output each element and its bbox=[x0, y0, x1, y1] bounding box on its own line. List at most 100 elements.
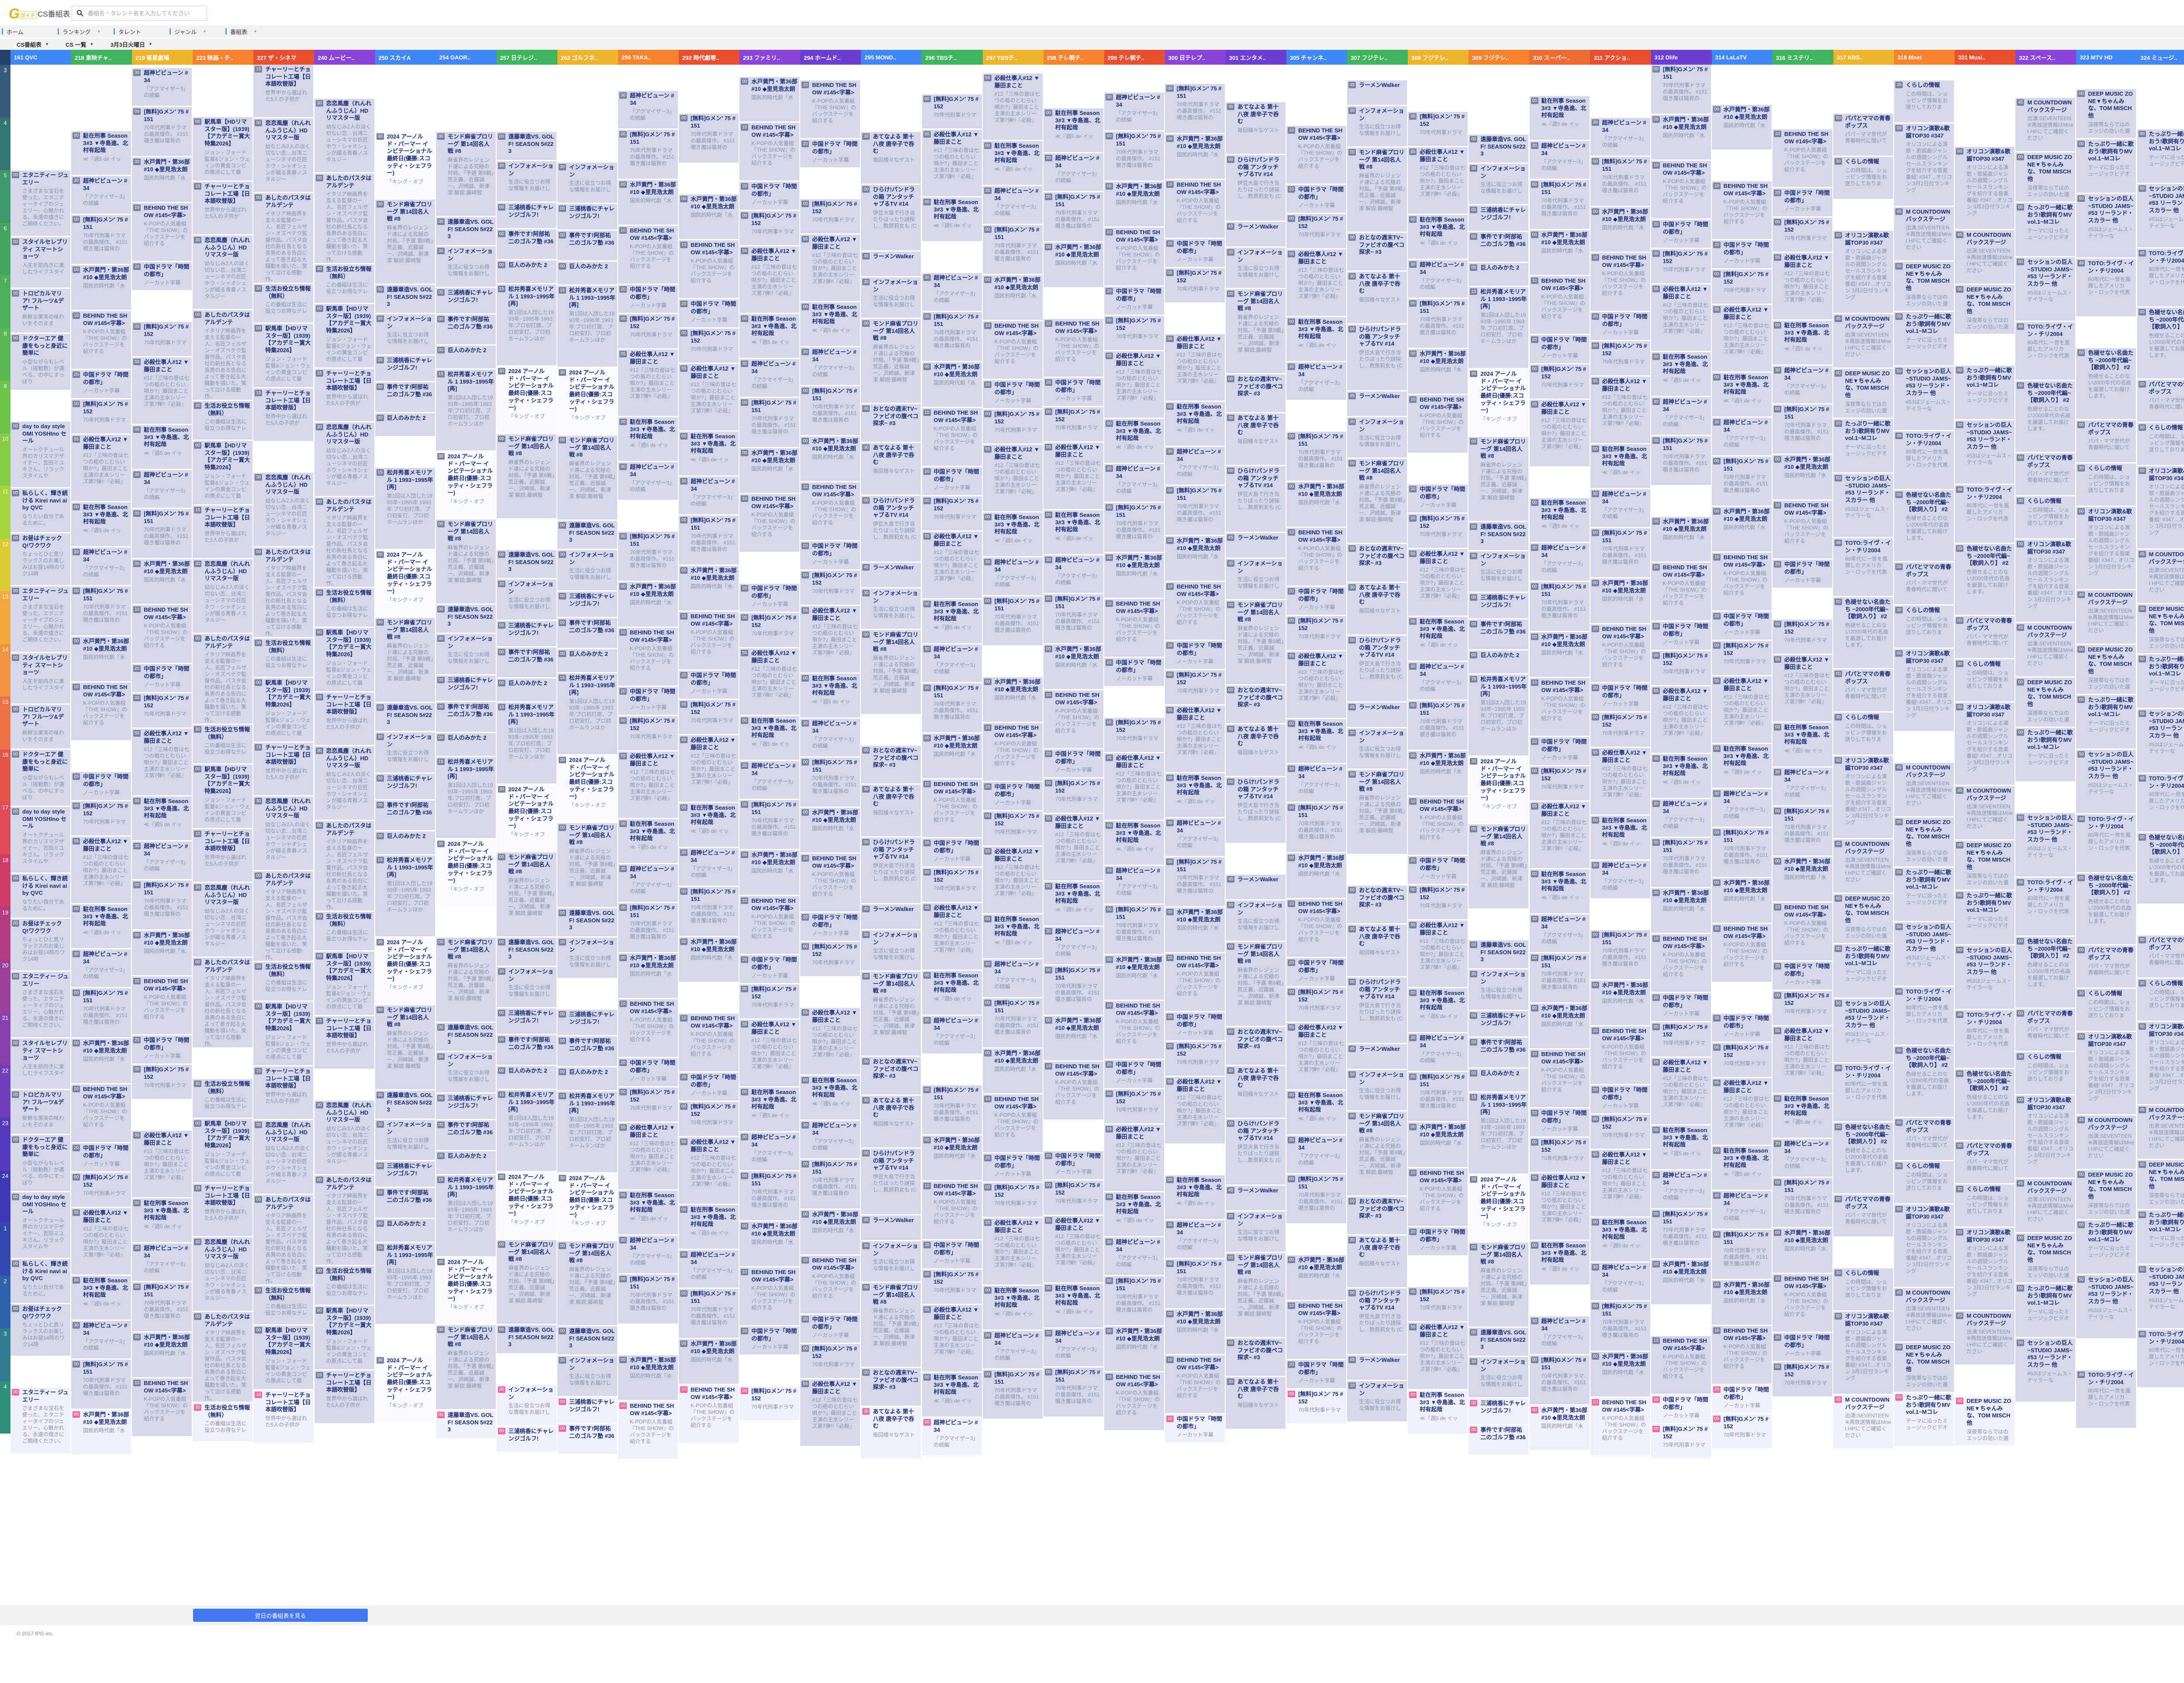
nav-item-listings[interactable]: 番組表 ▼ bbox=[224, 25, 280, 38]
program-card[interactable]: 00 駐在刑事 Season3#3 ▼寺島進、北村有起哉 ≪『週5 de イッ bbox=[922, 971, 982, 1015]
program-card[interactable]: 10 BEHIND THE SHOW #145<字幕> K-POPの人気番組『THE… bbox=[618, 628, 678, 686]
program-card[interactable]: 30 恋恋風塵（れんれんふうじん）HDリマスター版 幼なじみ2人の淡く切ない恋…台湾… bbox=[193, 235, 253, 309]
program-card[interactable]: 20 中国ドラマ「時間の都市」 ノーカット字幕 bbox=[922, 838, 982, 866]
program-card[interactable]: 20 中国ドラマ「時間の都市」 ノーカット字幕 bbox=[740, 1326, 800, 1354]
program-card[interactable]: 00 モンド麻雀プロリーグ 第14回名人戦 #8 麻雀界のレジェンド達による究極の対… bbox=[435, 132, 496, 216]
program-card[interactable]: 00 [無料]Gメン' 75 #151 70年代刑事ドラマの最高傑作。 #151 覗… bbox=[922, 1085, 982, 1134]
program-card[interactable]: 30 超神ビビューン #34 「アクマイザー3」の続編 bbox=[1590, 1263, 1650, 1300]
program-card[interactable]: 00 水戸黄門・第36部 #10 ◆里見浩太朗 国民的時代劇「水 bbox=[132, 931, 192, 975]
program-card[interactable]: 00 モンド麻雀プロリーグ 第14回名人戦 #8 麻雀界のレジェンド達による究極の対… bbox=[496, 852, 556, 936]
program-card[interactable]: 00 [無料]Gメン' 75 #151 70年代刑事ドラマの最高傑作。 #151 覗… bbox=[982, 1370, 1043, 1419]
program-card[interactable]: 00 [無料]Gメン' 75 #152 70年代刑事ドラマ bbox=[1651, 1022, 1711, 1056]
program-card[interactable]: 00 おとなの週末TV~ファビオの腹ペコ探求~ #3 bbox=[1226, 1027, 1286, 1065]
program-card[interactable]: 00 [無料]Gメン' 75 #152 70年代刑事ドラマ bbox=[1286, 616, 1347, 650]
channel-header[interactable]: 323 MTV HD bbox=[2076, 50, 2137, 65]
program-card[interactable]: 30 2024 アーノルド・パーマー インビテーショナル 最終日(優勝:スコッティ… bbox=[375, 938, 435, 1004]
program-card[interactable]: 00 巨人のみかた 2 bbox=[1469, 263, 1529, 286]
program-card[interactable]: 00 事件です!阿部祐二のゴルフ塾 #36 bbox=[375, 382, 435, 412]
program-card[interactable]: 00たっぷり一緒に歌おう!歌詞有りMV vol.1~Mコレテーマに沿ったミュージ… bbox=[2137, 1210, 2184, 1264]
program-card[interactable]: 30 超神ビビューン #34 「アクマイザー3」の続編 bbox=[1772, 768, 1832, 805]
program-card[interactable]: 00 モンド麻雀プロリーグ 第14回名人戦 #8 麻雀界のレジェンド達による究極の対… bbox=[1469, 824, 1529, 908]
program-card[interactable]: 20 中国ドラマ「時間の都市」 ノーカット字幕 bbox=[1165, 641, 1225, 669]
program-card[interactable]: 00 駐在刑事 Season3#3 ▼寺島進、北村有起哉 ≪『週5 de イッ bbox=[132, 1198, 192, 1242]
program-card[interactable]: 00 事件です!阿部祐二のゴルフ塾 #36 bbox=[496, 648, 556, 677]
program-card[interactable]: 00 巨人のみかた 2 bbox=[375, 1219, 435, 1242]
program-card[interactable]: 30 超神ビビューン #34 「アクマイザー3」の続編 bbox=[1651, 397, 1711, 435]
program-card[interactable]: 55 必殺仕事人#12 ▼藤田まこと #12「三味の音は七つの柩のとむらい唄か?」藤… bbox=[132, 729, 192, 795]
program-card[interactable]: 00 ひらけ!パンドラの箱 アンタッチャブるTV #14 伊豆大島で行き当たりばった… bbox=[1347, 977, 1407, 1043]
program-card[interactable]: 30 恋恋風塵（れんれんふうじん）HDリマスター版 幼なじみ2人の淡く切ない恋…台湾… bbox=[253, 473, 314, 546]
program-card[interactable]: 00 ドクターエア 健康をもっと身近に簡単に 小型ながらもレベル（振動数）が選べる、… bbox=[10, 334, 71, 390]
program-card[interactable]: 30 2024 アーノルド・パーマー インビテーショナル 最終日(優勝:スコッティ… bbox=[375, 550, 435, 616]
channel-header[interactable]: 254 GAOR.. bbox=[435, 50, 497, 65]
program-card[interactable]: 00 あしたのパスタはアルデンテ イタリア映画界を支える監督の一人、名匠フェルザン・… bbox=[314, 173, 374, 263]
nav-item-genre[interactable]: ジャンル ▼ bbox=[168, 25, 224, 38]
program-card[interactable]: 00 ひらけ!パンドラの箱 アンタッチャブるTV #14 伊豆大島で行き当たりばった… bbox=[1347, 325, 1407, 390]
program-card[interactable]: 30 2024 アーノルド・パーマー インビテーショナル 最終日(優勝:スコッティ… bbox=[1469, 1175, 1529, 1241]
program-card[interactable]: 55 必殺仕事人#12 ▼藤田まこと #12「三味の音は七つの柩のとむらい唄か?」藤… bbox=[618, 1123, 678, 1189]
program-card[interactable]: 45 ラーメンWalker bbox=[1347, 1355, 1407, 1380]
program-card[interactable]: 20 中国ドラマ「時間の都市」 ノーカット字幕 bbox=[1772, 560, 1832, 588]
channel-header[interactable]: 290 TAKA.. bbox=[618, 50, 679, 65]
program-card[interactable]: 00 遠藤章造VS. GOLF! SEASON 5#223 bbox=[375, 285, 435, 313]
program-card[interactable]: 00 駐在刑事 Season3#3 ▼寺島進、北村有起哉 ≪『週5 de イッ bbox=[922, 599, 982, 643]
program-card[interactable]: 10 BEHIND THE SHOW #145<字幕> K-POPの人気番組『THE… bbox=[800, 854, 860, 911]
program-card[interactable]: 00パパとママの青春ポップスパパ・ママ世代が青春時代に聞いて bbox=[2137, 935, 2184, 977]
program-card[interactable]: 00 [無料]Gメン' 75 #151 70年代刑事ドラマの最高傑作。 #151 覗… bbox=[132, 1282, 192, 1331]
program-card[interactable]: 00 駅馬車【HDリマスター版】(1939)【アカデミー賞大特集2026】 ジョン・… bbox=[193, 441, 253, 504]
program-card[interactable]: 30 超神ビビューン #34 「アクマイザー3」の続編 bbox=[1165, 1220, 1225, 1258]
program-card[interactable]: 30 インフォメーション 生活に役立つお得な情報をお届けし bbox=[861, 589, 921, 629]
program-card[interactable]: 30 2024 アーノルド・パーマー インビテーショナル 最終日(優勝:スコッティ… bbox=[1469, 757, 1529, 823]
channel-header[interactable]: 300 日テレプ.. bbox=[1165, 50, 1226, 65]
program-card[interactable]: 00 [無料]Gメン' 75 #151 70年代刑事ドラマの最高傑作。 #151 覗… bbox=[1104, 905, 1164, 954]
program-card[interactable]: 00 駐在刑事 Season3#3 ▼寺島進、北村有起哉 ≪『週5 de イッ bbox=[1165, 773, 1225, 817]
program-card[interactable]: 15 松井秀喜メモリアル 1 1993~1995年[再] 第1回は入団した1993年… bbox=[1469, 675, 1529, 755]
program-card[interactable]: 30 インフォメーション 生活に役立つお得な情報をお届けし bbox=[1347, 417, 1407, 457]
program-card[interactable]: 30 超神ビビューン #34 「アクマイザー3」の続編 bbox=[132, 842, 192, 879]
program-card[interactable]: 20 中国ドラマ「時間の都市」 ノーカット字幕 bbox=[922, 1240, 982, 1268]
program-card[interactable]: 00 モンド麻雀プロリーグ 第14回名人戦 #8 麻雀界のレジェンド達による究極の対… bbox=[435, 938, 496, 1022]
program-card[interactable]: 00 ひらけ!パンドラの箱 アンタッチャブるTV #14 伊豆大島で行き当たりばった… bbox=[861, 496, 921, 561]
nav-item-ranking[interactable]: ランキング ▼ bbox=[56, 25, 112, 38]
program-card[interactable]: 00 水戸黄門・第36部 #10 ◆里見浩太朗 国民的時代劇「水 bbox=[1529, 1406, 1590, 1450]
program-card[interactable]: 30 超神ビビューン #34 「アクマイザー3」の続編 bbox=[1165, 447, 1225, 485]
program-card[interactable]: 00 三浦桃香にチャレンジゴルフ! bbox=[435, 675, 496, 701]
program-card[interactable]: 00 [無料]Gメン' 75 #152 70年代刑事ドラマ bbox=[982, 409, 1043, 443]
program-card[interactable]: 10 BEHIND THE SHOW #145<字幕> K-POPの人気番組『THE… bbox=[1772, 903, 1832, 960]
program-card[interactable]: 00 [無料]Gメン' 75 #152 70年代刑事ドラマ bbox=[800, 942, 860, 976]
program-card[interactable]: 00 水戸黄門・第36部 #10 ◆里見浩太朗 国民的時代劇「水 bbox=[1165, 536, 1225, 581]
program-card[interactable]: 00 駐在刑事 Season3#3 ▼寺島進、北村有起哉 ≪『週5 de イッ bbox=[1408, 988, 1468, 1032]
program-card[interactable]: 55 必殺仕事人#12 ▼藤田まこと #12「三味の音は七つの柩のとむらい唄か?」藤… bbox=[1104, 1125, 1164, 1191]
program-card[interactable]: 55 必殺仕事人#12 ▼藤田まこと #12「三味の音は七つの柩のとむらい唄か?」藤… bbox=[740, 1020, 800, 1086]
program-card[interactable]: 00 [無料]Gメン' 75 #151 70年代刑事ドラマの最高傑作。 #151 覗… bbox=[1043, 1368, 1103, 1416]
program-card[interactable]: 00 水戸黄門・第36部 #10 ◆里見浩太朗 国民的時代劇「水 bbox=[740, 1222, 800, 1266]
program-card[interactable]: 00 巨人のみかた 2 bbox=[1469, 651, 1529, 673]
program-card[interactable]: 00 駅馬車【HDリマスター版】(1939)【アカデミー賞大特集2026】 ジョン・… bbox=[253, 1326, 314, 1389]
program-card[interactable]: 10 BEHIND THE SHOW #145<字幕> K-POPの人気番組『THE… bbox=[740, 123, 800, 180]
program-card[interactable]: 00 エタニティー ジュエリー さまざまな宝石を使った、エタニティータイプのジュエリ… bbox=[10, 1388, 71, 1453]
program-card[interactable]: 30 恋恋風塵（れんれんふうじん）HDリマスター版 幼なじみ2人の淡く切ない恋…台湾… bbox=[314, 422, 374, 496]
program-card[interactable]: 55 必殺仕事人#12 ▼藤田まこと #12「三味の音は七つの柩のとむらい唄か?」藤… bbox=[1104, 351, 1164, 418]
program-card[interactable]: 00 事件です!阿部祐二のゴルフ塾 #36 bbox=[435, 315, 496, 344]
program-card[interactable]: 10 BEHIND THE SHOW #145<字幕> K-POPの人気番組『THE… bbox=[1043, 319, 1103, 377]
channel-header[interactable]: 240 ムービー.. bbox=[314, 50, 375, 65]
program-card[interactable]: 00 [無料]Gメン' 75 #151 70年代刑事ドラマの最高傑作。 #151 覗… bbox=[132, 880, 192, 929]
program-card[interactable]: 00 あしたのパスタはアルデンテ イタリア映画界を支える監督の一人、名匠フェルザン・… bbox=[193, 958, 253, 1047]
program-card[interactable]: 00 おとなの週末TV~ファビオの腹ペコ探求~ #3 bbox=[1347, 544, 1407, 582]
program-card[interactable]: 00 [無料]Gメン' 75 #152 70年代刑事ドラマ bbox=[740, 613, 800, 647]
program-card[interactable]: 00 [無料]Gメン' 75 #151 70年代刑事ドラマの最高傑作。 #151 覗… bbox=[132, 509, 192, 558]
program-card[interactable]: 20 中国ドラマ「時間の都市」 ノーカット字幕 bbox=[1286, 1360, 1347, 1388]
program-card[interactable]: 10 BEHIND THE SHOW #145<字幕> K-POPの人気番組『THE… bbox=[1772, 1274, 1832, 1332]
program-card[interactable]: 10 BEHIND THE SHOW #145<字幕> K-POPの人気番組『THE… bbox=[1165, 1355, 1225, 1413]
program-card[interactable]: 30 超神ビビューン #34 「アクマイザー3」の続編 bbox=[982, 186, 1043, 224]
program-card[interactable]: 15 松井秀喜メモリアル 1 1993~1995年[再] 第1回は入団した1993年… bbox=[1469, 287, 1529, 368]
program-card[interactable]: 30 インフォメーション 生活に役立つお得な情報をお届けし bbox=[1347, 1381, 1407, 1421]
